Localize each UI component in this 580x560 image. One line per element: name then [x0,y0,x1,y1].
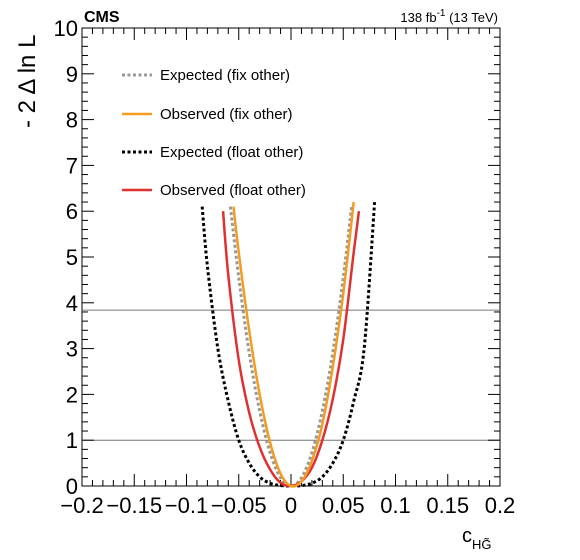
x-axis-title-main: c [462,525,472,547]
experiment-label: CMS [84,9,120,26]
lumi-value: 138 fb [400,10,436,25]
lumi-energy: (13 TeV) [445,10,498,25]
y-tick-label: 0 [66,474,78,499]
axis-ticks [81,27,501,487]
x-tick-label: −0.05 [211,493,267,518]
y-tick-label: 5 [66,245,78,270]
curve-expected-fix-other [228,206,354,488]
x-axis-title-sub: HG̃ [472,537,492,552]
axis-tick-labels: −0.2 −0.15 −0.1 −0.05 0 0.05 0.1 0.15 0.2 0 1 2 3 4 5 6… [54,16,516,518]
legend-label-expected-float-other: Expected (float other) [160,144,303,161]
y-tick-label: 2 [66,382,78,407]
x-axis-title: cHG̃ [462,525,492,552]
legend-label-expected-fix-other: Expected (fix other) [160,67,290,84]
x-tick-label: 0.1 [380,493,411,518]
luminosity-label: 138 fb-1 (13 TeV) [400,8,498,25]
y-tick-label: 7 [66,153,78,178]
x-tick-label: −0.1 [165,493,208,518]
x-tick-label: −0.15 [106,493,162,518]
reference-lines [82,309,500,441]
plot-frame [81,27,501,487]
y-tick-label: 8 [66,108,78,133]
y-tick-label: 3 [66,337,78,362]
curve-observed-float-other [221,211,361,488]
legend-label-observed-fix-other: Observed (fix other) [160,106,293,123]
curve-observed-fix-other [232,201,355,488]
y-axis-title: - 2 Δ ln L [14,35,41,128]
x-tick-label: −0.2 [60,493,103,518]
x-tick-label: 0.05 [322,493,365,518]
x-tick-label: 0.15 [426,493,469,518]
x-tick-label: 0.2 [485,493,516,518]
likelihood-curves [200,201,377,488]
y-tick-label: 6 [66,199,78,224]
y-tick-label: 1 [66,428,78,453]
legend-label-observed-float-other: Observed (float other) [160,182,306,199]
x-tick-label: 0 [285,493,297,518]
y-tick-label: 9 [66,62,78,87]
y-tick-label: 10 [54,16,78,41]
y-tick-label: 4 [66,291,78,316]
lumi-exponent: -1 [437,8,446,19]
legend: Expected (fix other) Observed (fix other)… [122,67,306,199]
